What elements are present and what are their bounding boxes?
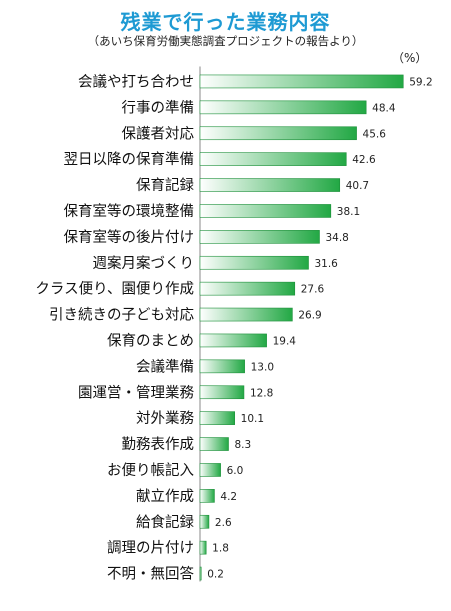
bar bbox=[199, 204, 332, 218]
value-label: 19.4 bbox=[273, 335, 297, 347]
bar bbox=[199, 540, 207, 555]
bar bbox=[199, 463, 221, 477]
bar bbox=[199, 514, 210, 529]
bar bbox=[199, 385, 245, 400]
category-label: 不明・無回答 bbox=[107, 566, 194, 583]
chart-subtitle: （あいち保育労働実態調査プロジェクトの報告より） bbox=[87, 34, 364, 48]
value-label: 40.7 bbox=[346, 180, 369, 192]
value-label: 38.1 bbox=[337, 206, 360, 218]
category-label: 献立作成 bbox=[136, 488, 194, 505]
bar bbox=[199, 333, 267, 348]
value-label: 6.0 bbox=[227, 465, 244, 477]
category-label: 会議や打ち合わせ bbox=[78, 72, 194, 90]
category-label: 調理の片付け bbox=[107, 540, 194, 557]
category-label: 保育室等の環境整備 bbox=[64, 202, 195, 220]
bar bbox=[199, 74, 404, 89]
value-label: 0.2 bbox=[207, 569, 224, 581]
category-label: 給食記録 bbox=[136, 514, 194, 531]
category-label: 保育室等の後片付け bbox=[64, 228, 195, 246]
bar bbox=[199, 255, 309, 270]
category-label: 会議準備 bbox=[136, 357, 194, 375]
bar bbox=[199, 359, 245, 374]
value-label: 48.4 bbox=[372, 102, 396, 114]
category-label: クラス便り、園便り作成 bbox=[35, 281, 194, 298]
bar bbox=[199, 152, 347, 166]
category-label: 引き続きの子ども対応 bbox=[49, 307, 194, 324]
value-label: 27.6 bbox=[301, 284, 325, 296]
category-label: 対外業務 bbox=[136, 410, 194, 427]
bars-group: 会議や打ち合わせ 59.2 行事の準備 48.4 保護者対応 45.6 翌日以降の保育準備 4… bbox=[35, 72, 432, 582]
value-label: 59.2 bbox=[409, 76, 432, 88]
value-label: 42.6 bbox=[352, 154, 376, 166]
bar bbox=[199, 566, 202, 581]
value-label: 45.6 bbox=[363, 128, 387, 140]
bar bbox=[199, 411, 235, 425]
category-label: 行事の準備 bbox=[122, 99, 195, 116]
category-label: 保育記録 bbox=[136, 177, 194, 194]
category-label: 翌日以降の保育準備 bbox=[64, 151, 195, 168]
bar bbox=[199, 178, 341, 192]
value-label: 34.8 bbox=[325, 232, 348, 244]
category-label: 保育のまとめ bbox=[107, 332, 194, 349]
value-label: 13.0 bbox=[251, 361, 274, 373]
value-label: 26.9 bbox=[298, 310, 321, 322]
value-label: 31.6 bbox=[314, 258, 338, 270]
bar bbox=[199, 489, 215, 503]
value-label: 12.8 bbox=[250, 387, 273, 399]
value-label: 8.3 bbox=[234, 439, 251, 451]
bar bbox=[199, 126, 357, 141]
value-label: 2.6 bbox=[215, 517, 232, 529]
bar bbox=[199, 230, 320, 244]
bar bbox=[199, 437, 229, 451]
category-label: 園運営・管理業務 bbox=[78, 384, 194, 401]
category-label: 勤務表作成 bbox=[122, 436, 195, 453]
value-label: 1.8 bbox=[212, 543, 229, 555]
chart-title: 残業で行った業務内容 bbox=[120, 10, 331, 34]
bar bbox=[199, 281, 296, 296]
bar bbox=[199, 307, 293, 322]
bar bbox=[199, 100, 367, 115]
value-label: 4.2 bbox=[220, 491, 237, 503]
unit-label: （%） bbox=[392, 51, 428, 65]
category-label: 保護者対応 bbox=[122, 125, 195, 142]
category-label: お便り帳記入 bbox=[107, 462, 194, 479]
category-label: 週案月案づくり bbox=[93, 254, 195, 272]
value-label: 10.1 bbox=[241, 413, 264, 425]
